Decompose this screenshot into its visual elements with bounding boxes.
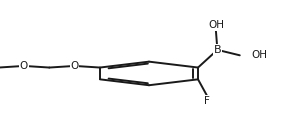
Text: OH: OH	[252, 50, 268, 60]
Text: F: F	[204, 96, 210, 106]
Text: B: B	[214, 45, 221, 55]
Text: O: O	[20, 61, 28, 71]
Text: O: O	[71, 61, 79, 71]
Text: OH: OH	[208, 20, 224, 30]
